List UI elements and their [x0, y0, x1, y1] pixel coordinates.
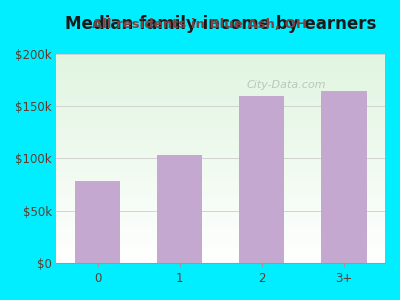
Bar [239, 96, 284, 263]
Bar [321, 91, 366, 263]
Text: City-Data.com: City-Data.com [247, 80, 326, 90]
Bar [157, 155, 202, 263]
Title: Median family income by earners: Median family income by earners [65, 15, 376, 33]
Text: All residents in Blue Ash, OH: All residents in Blue Ash, OH [92, 19, 308, 32]
Bar [75, 182, 120, 263]
